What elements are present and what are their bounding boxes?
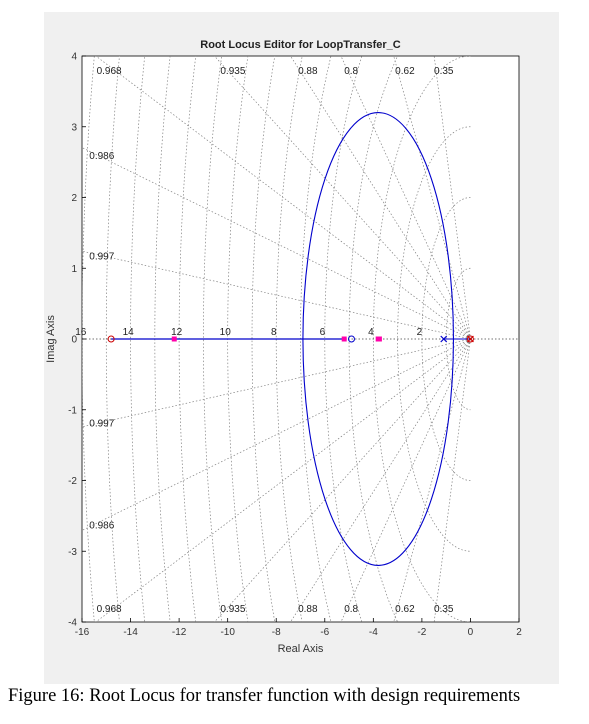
- x-tick-label: -4: [369, 627, 378, 638]
- closed-loop-pole: [341, 336, 347, 342]
- open-loop-pole: [440, 335, 448, 343]
- natural-frequency-label: 8: [271, 327, 277, 338]
- figure-caption: Figure 16: Root Locus for transfer funct…: [8, 686, 521, 706]
- open-loop-zero: [347, 335, 355, 343]
- natural-frequency-arc: [445, 267, 471, 411]
- damping-label-top: 0.88: [298, 66, 318, 77]
- y-tick-label: -4: [68, 618, 77, 629]
- damping-label-top: 0.62: [395, 66, 415, 77]
- damping-label-left: 0.986: [89, 520, 114, 531]
- natural-frequency-label: 14: [123, 327, 135, 338]
- x-tick-label: -14: [123, 627, 138, 638]
- damping-label-top: 0.35: [434, 66, 454, 77]
- natural-frequency-label: 16: [75, 327, 87, 338]
- open-loop-pole: [467, 335, 474, 343]
- natural-frequency-label: 4: [368, 327, 374, 338]
- damping-label-left: 0.997: [89, 418, 114, 429]
- damping-label-bottom: 0.88: [298, 604, 318, 615]
- damping-label-left: 0.986: [89, 151, 114, 162]
- x-tick-label: -6: [320, 627, 329, 638]
- x-tick-label: -12: [172, 627, 187, 638]
- natural-frequency-label: 10: [220, 327, 232, 338]
- closed-loop-pole: [171, 336, 177, 342]
- closed-loop-pole: [376, 336, 382, 342]
- pole-stroke: [467, 335, 474, 343]
- damping-ray: [82, 338, 471, 428]
- damping-label-bottom: 0.935: [220, 604, 245, 615]
- y-tick-label: 0: [71, 335, 77, 346]
- root-locus-plot: 0.968 0.935 0.88 0.8 0.62 0.350.968 0.935 0.88 0…: [45, 39, 522, 655]
- y-tick-label: 3: [71, 122, 77, 133]
- figure-panel: 0.968 0.935 0.88 0.8 0.62 0.35 0.968 0.935 0.88 0…: [44, 12, 559, 684]
- damping-label-bottom: 0.35: [434, 604, 454, 615]
- damping-label-bottom: 0.968: [97, 604, 122, 615]
- damping-label-bottom: 0.62: [395, 604, 415, 615]
- natural-frequency-label: 6: [320, 327, 326, 338]
- y-axis-label: Imag Axis: [45, 315, 57, 363]
- damping-label-top: 0.8: [344, 66, 358, 77]
- open-loop-zero: [466, 335, 474, 343]
- damping-label-bottom: 0.8: [344, 604, 358, 615]
- y-tick-label: -1: [68, 405, 77, 416]
- x-axis-label: Real Axis: [278, 643, 324, 655]
- x-tick-label: 2: [516, 627, 522, 638]
- marker-layer: [107, 335, 474, 343]
- x-tick-label: -10: [220, 627, 235, 638]
- y-tick-label: 2: [71, 193, 77, 204]
- damping-label-top: 0.968: [97, 66, 122, 77]
- x-tick-label: -8: [272, 627, 281, 638]
- x-tick-label: 0: [468, 627, 474, 638]
- natural-frequency-arc: [105, 56, 120, 622]
- chart-title: Root Locus Editor for LoopTransfer_C: [200, 39, 401, 51]
- y-tick-label: 1: [71, 264, 77, 275]
- locus-layer: [111, 112, 471, 566]
- natural-frequency-label: 12: [171, 327, 183, 338]
- damping-ray: [82, 250, 471, 340]
- open-loop-zero: [107, 335, 115, 343]
- natural-frequency-arc: [397, 126, 471, 552]
- label-layer: 0.968 0.935 0.88 0.8 0.62 0.350.968 0.935 0.88 0…: [75, 66, 454, 615]
- damping-label-top: 0.935: [220, 66, 245, 77]
- pole-stroke: [440, 335, 448, 343]
- natural-frequency-label: 2: [417, 327, 423, 338]
- x-tick-label: -2: [417, 627, 426, 638]
- y-tick-label: -2: [68, 476, 77, 487]
- y-tick-label: -3: [68, 547, 77, 558]
- x-tick-label: -16: [75, 627, 90, 638]
- y-tick-label: 4: [71, 52, 77, 63]
- damping-label-left: 0.997: [89, 252, 114, 263]
